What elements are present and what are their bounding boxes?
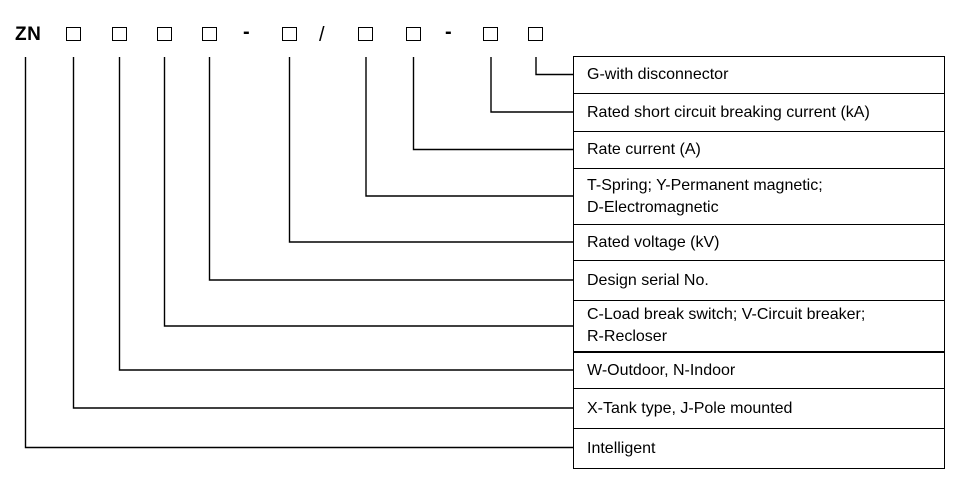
connector-box7-rate-current [412,57,573,151]
code-box-6 [358,27,373,41]
label-row-rate-current: Rate current (A) [574,132,944,169]
connector-box8-breaking-current [490,57,573,113]
code-separator-slash: / [319,24,325,46]
code-separator-dash-2: - [445,21,452,43]
label-text-switch-type: C-Load break switch; V-Circuit breaker; … [587,306,866,345]
label-row-intelligent: Intelligent [574,429,944,468]
label-row-switch-type: C-Load break switch; V-Circuit breaker; … [574,301,944,353]
label-text-rated-voltage: Rated voltage (kV) [587,233,720,251]
connector-box1-tank-pole [72,57,573,409]
connector-box3-switch-type [163,57,573,327]
label-text-rate-current: Rate current (A) [587,141,701,158]
code-box-7 [406,27,421,41]
code-box-4 [202,27,217,41]
connector-box2-outdoor-indoor [118,57,573,371]
label-table: G-with disconnector Rated short circuit … [573,56,945,469]
label-row-outdoor-indoor: W-Outdoor, N-Indoor [574,353,944,389]
label-row-mechanism: T-Spring; Y-Permanent magnetic; D-Electr… [574,169,944,225]
connector-box9-disconnector [535,57,573,76]
label-row-breaking-current: Rated short circuit breaking current (kA… [574,94,944,132]
label-text-mechanism: T-Spring; Y-Permanent magnetic; D-Electr… [587,176,823,216]
label-text-breaking-current: Rated short circuit breaking current (kA… [587,103,870,121]
connector-box5-rated-voltage [288,57,573,243]
label-text-design-serial: Design serial No. [587,271,709,289]
code-box-5 [282,27,297,41]
model-prefix: ZN [15,24,42,45]
connector-box4-design-serial [208,57,573,281]
label-row-design-serial: Design serial No. [574,261,944,301]
code-box-2 [112,27,127,41]
code-box-8 [483,27,498,41]
label-row-rated-voltage: Rated voltage (kV) [574,225,944,261]
label-text-intelligent: Intelligent [587,439,656,457]
code-box-1 [66,27,81,41]
code-box-3 [157,27,172,41]
label-row-disconnector: G-with disconnector [574,57,944,94]
label-text-outdoor-indoor: W-Outdoor, N-Indoor [587,361,736,379]
label-text-disconnector: G-with disconnector [587,66,729,83]
connector-box6-mechanism [365,57,573,197]
label-row-tank-pole: X-Tank type, J-Pole mounted [574,389,944,429]
code-separator-dash-1: - [243,21,250,43]
label-text-tank-pole: X-Tank type, J-Pole mounted [587,399,793,417]
connector-prefix-intelligent [24,57,573,449]
code-box-9 [528,27,543,41]
